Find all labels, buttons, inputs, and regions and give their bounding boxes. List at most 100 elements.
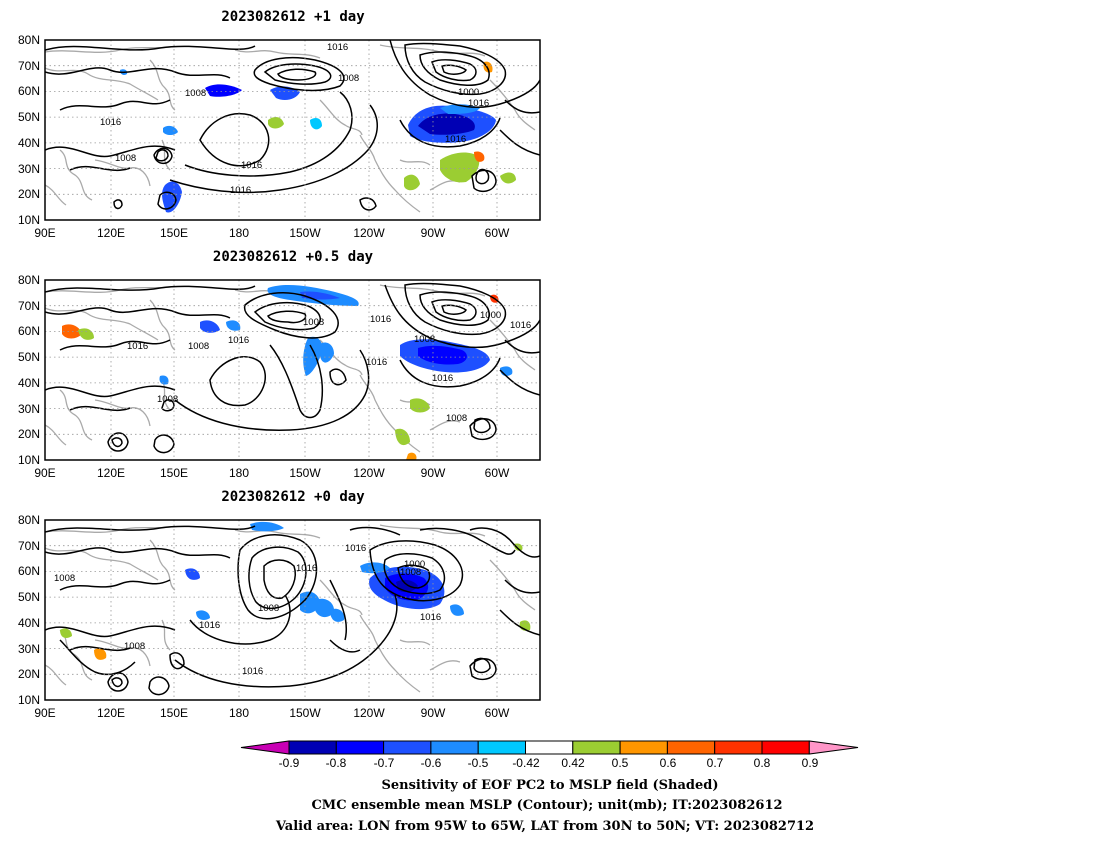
colorbar-tick-labels: -0.9 -0.8 -0.7 -0.6 -0.5 -0.42 0.42 0.5 … [279,756,819,770]
colorbar-swatch [808,740,859,755]
lon-tick-label: 120W [353,706,385,720]
map-frame [44,519,541,701]
lon-tick-label: 120E [97,706,125,720]
panel-title: 2023082612 +1 day [221,9,365,25]
caption-line-2: CMC ensemble mean MSLP (Contour); unit(m… [311,798,782,813]
map-frame [44,279,541,461]
colorbar-tick-label: -0.42 [512,756,540,770]
graticule [45,280,540,460]
colorbar-swatch [714,740,763,755]
contour-label: 1016 [230,185,251,196]
contour-label: 1016 [296,563,317,574]
map-panel-plus-0-day: 2023082612 +0 day [18,489,541,720]
colorbar-tick-label: 0.6 [660,756,677,770]
lon-tick-label: 150E [160,226,188,240]
contour-label: 1016 [420,612,441,623]
colorbar [240,740,859,755]
lon-ticks: 90E 120E 150E 180 150W 120W 90W 60W [34,466,510,480]
lat-tick-label: 80N [18,513,40,527]
colorbar-swatch [240,740,290,755]
lon-tick-label: 150W [289,466,321,480]
colorbar-swatch [619,740,668,755]
lon-tick-label: 120W [353,466,385,480]
sensitivity-shading [120,61,516,213]
colorbar-tick-label: -0.7 [374,756,395,770]
lat-tick-label: 10N [18,453,40,467]
colorbar-swatch [572,740,621,755]
colorbar-tick-label: -0.5 [468,756,489,770]
lon-tick-label: 120E [97,466,125,480]
colorbar-swatch [477,740,527,755]
lat-tick-label: 60N [18,564,40,578]
lon-tick-label: 180 [229,706,249,720]
map-frame [44,39,541,221]
caption-line-3: Valid area: LON from 95W to 65W, LAT fro… [275,819,814,834]
caption-line-1: Sensitivity of EOF PC2 to MSLP field (Sh… [381,778,718,793]
contour-label: 1008 [157,394,178,405]
contour-label: 1008 [258,603,279,614]
lon-tick-label: 60W [485,466,510,480]
contour-label: 1016 [370,314,391,325]
contour-label: 1016 [199,620,220,631]
contour-label: 1016 [432,373,453,384]
lon-tick-label: 90E [34,466,55,480]
contour-label: 1016 [445,134,466,145]
contour-label: 1008 [414,334,435,345]
caption: Sensitivity of EOF PC2 to MSLP field (Sh… [275,778,814,834]
lat-tick-label: 40N [18,616,40,630]
colorbar-tick-label: 0.8 [754,756,771,770]
lon-tick-label: 150E [160,466,188,480]
lat-tick-label: 80N [18,273,40,287]
lat-tick-label: 20N [18,187,40,201]
contour-label: 1008 [400,567,421,578]
lon-tick-label: 120W [353,226,385,240]
lat-tick-label: 10N [18,213,40,227]
lon-tick-label: 90W [421,466,446,480]
lon-tick-label: 90W [421,706,446,720]
contour-label: 1016 [345,543,366,554]
lon-tick-label: 60W [485,226,510,240]
colorbar-tick-label: 0.42 [561,756,585,770]
colorbar-tick-label: 0.5 [612,756,629,770]
lon-ticks: 90E 120E 150E 180 150W 120W 90W 60W [34,706,510,720]
lat-tick-label: 50N [18,590,40,604]
lon-tick-label: 60W [485,706,510,720]
lat-tick-label: 20N [18,427,40,441]
lat-tick-label: 70N [18,59,40,73]
contour-label: 1008 [54,573,75,584]
colorbar-swatch [761,740,810,755]
contour-label: 1016 [241,160,262,171]
contour-label: 1016 [468,98,489,109]
contour-label: 1008 [303,317,324,328]
lon-tick-label: 150E [160,706,188,720]
lat-tick-label: 40N [18,136,40,150]
lat-tick-label: 20N [18,667,40,681]
lon-tick-label: 90E [34,706,55,720]
contour-label: 1016 [327,42,348,53]
contour-label: 1016 [242,666,263,677]
colorbar-swatch [383,740,432,755]
lat-tick-label: 30N [18,402,40,416]
lat-tick-label: 70N [18,299,40,313]
panel-title: 2023082612 +0 day [221,489,365,505]
map-panel-plus-0-5-day: 2023082612 +0.5 day [18,249,541,480]
contour-label: 1000 [480,310,501,321]
lat-tick-label: 70N [18,539,40,553]
contour-label: 1008 [338,73,359,84]
contour-label: 1016 [100,117,121,128]
colorbar-tick-label: -0.8 [326,756,347,770]
contour-label: 1008 [188,341,209,352]
lon-tick-label: 150W [289,706,321,720]
contour-label: 1016 [228,335,249,346]
map-panel-plus-1-day: 2023082612 +1 day [18,9,541,240]
contour-labels: 1016 1008 1000 1016 1008 1016 1016 1016 … [100,42,489,196]
lat-tick-label: 80N [18,33,40,47]
contour-label: 1008 [124,641,145,652]
lat-tick-label: 30N [18,642,40,656]
contour-labels: 1016 1000 1008 1016 1008 1008 1016 1016 … [54,543,441,677]
panel-title: 2023082612 +0.5 day [213,249,374,265]
contour-label: 1016 [510,320,531,331]
lat-ticks: 80N 70N 60N 50N 40N 30N 20N 10N [18,33,40,227]
lat-tick-label: 50N [18,110,40,124]
mslp-contours [45,40,540,211]
